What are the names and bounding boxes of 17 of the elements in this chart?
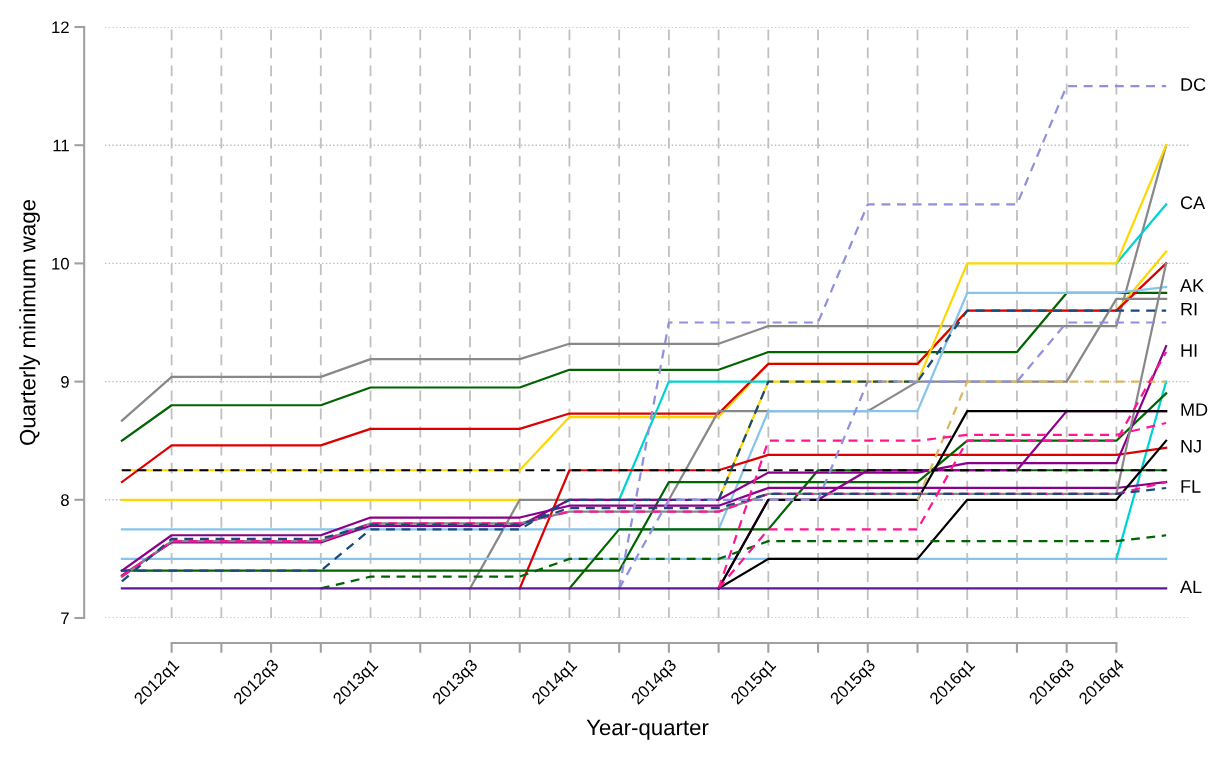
x-axis-title: Year-quarter [586,719,709,740]
series-label: AL [1180,580,1202,594]
series-label: DC [1181,78,1206,91]
series-label: RI [1181,302,1197,316]
series-label: NJ [1181,440,1201,453]
y-tick-label: 7 [61,612,69,625]
y-axis-title: Quarterly minimum wage [19,199,40,445]
series-label: AK [1180,279,1204,292]
y-tick-label: 11 [53,139,69,152]
series-label: CA [1180,196,1206,210]
series-label: FL [1181,480,1201,493]
y-tick-label: 10 [52,257,69,270]
y-tick-label: 9 [61,376,69,388]
y-tick-label: 12 [52,21,69,34]
y-tick-label: 8 [61,494,69,506]
series-label: HI [1181,344,1197,357]
series-label: MD [1181,403,1208,416]
